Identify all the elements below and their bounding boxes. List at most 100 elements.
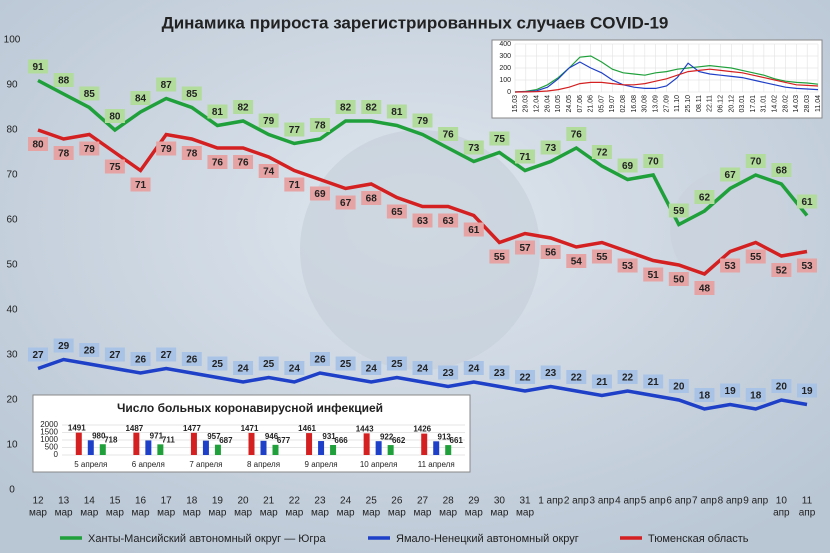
x-tick-label: 05.07	[598, 95, 605, 113]
data-label: 79	[417, 116, 429, 127]
data-label-box	[361, 361, 382, 375]
data-label-box	[463, 222, 484, 237]
data-label-box	[566, 127, 587, 141]
data-label-box	[53, 73, 74, 87]
data-label-box	[386, 356, 407, 371]
data-label-box	[540, 245, 561, 259]
data-label: 88	[58, 76, 70, 87]
data-label-box	[181, 146, 202, 160]
x-tick-label: мар	[337, 508, 355, 519]
data-label-box	[566, 370, 587, 384]
data-label: 57	[519, 243, 531, 254]
y-tick-label: 30	[6, 350, 18, 361]
bar	[421, 433, 428, 455]
data-label: 91	[32, 62, 44, 73]
data-label-box	[515, 149, 536, 164]
data-label: 79	[263, 116, 275, 127]
x-tick-label: апр	[773, 508, 790, 519]
x-tick-label: 18	[186, 496, 198, 507]
x-tick-label: мар	[362, 508, 380, 519]
x-tick-label: 31	[519, 496, 531, 507]
data-label: 78	[314, 121, 326, 132]
data-label-box	[668, 379, 689, 393]
data-label: 980	[92, 431, 106, 440]
data-label-box	[258, 113, 279, 128]
data-label-box	[233, 100, 254, 114]
data-label: 82	[366, 103, 378, 114]
x-tick-label: 14.03	[793, 95, 800, 113]
data-label-box	[412, 361, 433, 375]
x-tick-label: 11	[802, 496, 813, 507]
data-label: 73	[545, 143, 557, 154]
data-label: 78	[58, 149, 70, 160]
data-label: 72	[596, 148, 608, 159]
data-label: 68	[366, 194, 378, 205]
data-label-box	[412, 213, 433, 228]
x-tick-label: 9 апреля	[305, 460, 338, 469]
y-tick-label: 200	[499, 65, 511, 72]
x-tick-label: 08.11	[696, 95, 703, 112]
data-label: 82	[238, 103, 250, 114]
data-label-box	[361, 191, 382, 205]
x-tick-label: 03.01	[739, 95, 746, 113]
data-label-box	[28, 347, 48, 362]
x-tick-label: 26	[391, 496, 403, 507]
data-label-box	[668, 203, 689, 218]
data-label-box	[540, 140, 561, 155]
data-label-box	[771, 379, 792, 393]
data-label-box	[284, 361, 305, 375]
data-label-box	[745, 388, 766, 402]
bar	[445, 445, 452, 455]
data-label-box	[309, 186, 330, 201]
bar	[433, 441, 440, 455]
data-label: 65	[391, 207, 403, 218]
data-label-box	[181, 86, 202, 101]
x-tick-label: 16	[135, 496, 147, 507]
bar	[99, 444, 106, 455]
data-label-box	[335, 195, 356, 210]
data-label-box	[720, 383, 741, 398]
data-label: 711	[162, 435, 175, 444]
data-label: 21	[596, 377, 608, 388]
x-tick-label: мар	[490, 508, 508, 519]
data-label: 22	[519, 373, 531, 384]
x-tick-label: 27	[417, 496, 429, 507]
x-tick-label: 10 апреля	[360, 460, 398, 469]
data-label-box	[386, 204, 407, 219]
x-tick-label: 6 апр	[666, 496, 691, 507]
data-label: 76	[238, 158, 250, 169]
y-tick-label: 0	[54, 450, 59, 459]
virus-decoration	[300, 130, 540, 370]
data-label: 74	[263, 167, 275, 178]
x-tick-label: 28.02	[782, 95, 789, 113]
x-tick-label: 19	[212, 496, 224, 507]
x-tick-label: 21	[263, 496, 275, 507]
data-label: 24	[366, 364, 378, 375]
data-label: 63	[443, 216, 455, 227]
data-label: 22	[571, 373, 583, 384]
x-tick-label: 24	[340, 496, 352, 507]
x-tick-label: 5 апреля	[74, 460, 107, 469]
x-tick-label: мар	[388, 508, 406, 519]
y-tick-label: 2000	[40, 420, 58, 429]
data-label: 23	[494, 368, 506, 379]
data-label: 61	[468, 225, 480, 236]
data-label-box	[591, 249, 612, 264]
data-label-box	[309, 352, 330, 366]
data-label: 1461	[298, 424, 316, 433]
x-tick-label: 22.11	[707, 95, 714, 112]
bar	[190, 432, 197, 455]
data-label-box	[463, 361, 484, 375]
data-label: 55	[494, 252, 506, 263]
data-label: 28	[84, 346, 96, 357]
bar	[330, 445, 337, 455]
data-label: 76	[212, 158, 224, 169]
data-label-box	[79, 86, 100, 101]
data-label: 67	[725, 170, 737, 181]
data-label-box	[412, 113, 433, 128]
y-tick-label: 0	[9, 485, 15, 496]
x-tick-label: 10.05	[555, 95, 562, 113]
data-label: 68	[776, 166, 788, 177]
data-label-box	[515, 370, 536, 384]
data-label: 1491	[68, 424, 86, 433]
